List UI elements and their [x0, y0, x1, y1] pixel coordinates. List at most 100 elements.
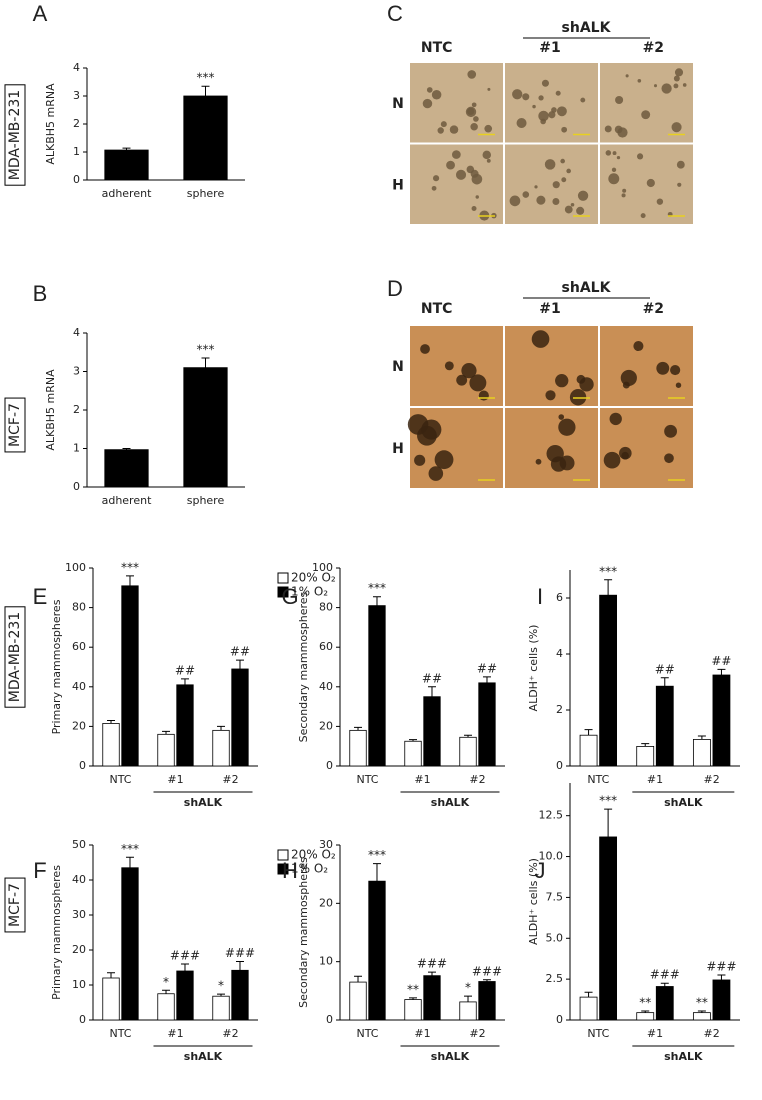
sphere [455, 169, 467, 180]
error-bar [201, 357, 210, 368]
sphere [555, 373, 569, 388]
sphere [682, 83, 687, 87]
side-label-box [4, 606, 26, 708]
error-bar [217, 725, 226, 731]
y-axis-label: Primary mammospheres [50, 865, 63, 1000]
sphere [487, 87, 491, 91]
sphere [536, 195, 546, 205]
y-axis-label: Secondary mammospheres [297, 591, 310, 742]
sphere [544, 159, 556, 170]
side-label-box [4, 397, 26, 453]
sphere [673, 75, 680, 82]
sphere [675, 382, 682, 388]
x-tick-label: adherent [102, 494, 152, 507]
column-label: #2 [643, 40, 664, 56]
y-tick-label: 0 [556, 1013, 563, 1026]
sphere [471, 206, 477, 212]
y-tick-label: 1 [73, 145, 80, 158]
sphere [467, 70, 477, 79]
sphere [428, 466, 444, 481]
y-tick-label: 0 [79, 1013, 86, 1026]
error-bar [697, 1010, 706, 1013]
y-tick-label: 0 [326, 1013, 333, 1026]
x-tick-label: #1 [647, 1027, 663, 1040]
sphere [558, 418, 576, 436]
sphere [673, 83, 679, 89]
sphere [661, 83, 672, 94]
y-tick-label: 60 [319, 640, 333, 653]
bar [459, 736, 477, 767]
sphere [541, 79, 549, 87]
bar [368, 880, 386, 1021]
bar [599, 594, 618, 767]
y-tick-label: 2.5 [546, 972, 564, 985]
sphere [437, 127, 444, 134]
error-bar [604, 808, 613, 837]
bar [404, 740, 422, 767]
side-label-box [4, 84, 26, 186]
sphere [617, 127, 628, 138]
micrograph [505, 144, 598, 224]
column-label: NTC [421, 301, 453, 317]
error-bar [641, 743, 650, 747]
panel-label: H [282, 858, 298, 883]
side-label: MCF-7 [4, 397, 26, 453]
significance: ** [696, 996, 708, 1010]
error-bar [409, 997, 418, 1000]
y-tick-label: 20 [319, 719, 333, 732]
x-tick-label: #1 [167, 773, 183, 786]
group-label: shALK [664, 796, 703, 809]
y-tick-label: 4 [73, 326, 80, 339]
x-tick-label: NTC [110, 1027, 132, 1040]
y-tick-label: 30 [319, 838, 333, 851]
significance: ### [417, 957, 447, 971]
x-tick-label: #2 [469, 773, 485, 786]
sphere [622, 188, 627, 193]
error-bar [482, 979, 491, 982]
sphere [564, 205, 573, 214]
group-label: shALK [184, 1050, 223, 1063]
significance: *** [599, 794, 617, 808]
sphere [470, 169, 479, 178]
y-tick-label: 10 [319, 955, 333, 968]
bar [121, 867, 139, 1021]
sphere [558, 414, 565, 420]
y-tick-label: 2 [73, 403, 80, 416]
sphere [484, 124, 493, 133]
y-tick-label: 60 [72, 640, 86, 653]
error-bar [201, 85, 210, 96]
significance: ### [472, 964, 502, 978]
significance: * [163, 975, 169, 989]
sphere [534, 185, 538, 189]
bar [579, 996, 598, 1021]
sphere [555, 90, 561, 96]
column-label: #2 [643, 301, 664, 317]
group-label: shALK [184, 796, 223, 809]
y-tick-label: 10.0 [539, 850, 564, 863]
row-label: N [392, 359, 404, 375]
y-tick-label: 2 [73, 117, 80, 130]
sphere [545, 390, 556, 401]
panel-label: A [33, 1, 48, 26]
micrograph [600, 326, 693, 406]
y-tick-label: 40 [72, 873, 86, 886]
bar [157, 733, 175, 767]
y-tick-label: 3 [73, 89, 80, 102]
sphere [522, 191, 530, 198]
x-tick-label: sphere [187, 494, 225, 507]
micrograph [410, 326, 503, 406]
error-bar [717, 974, 726, 980]
y-tick-label: 50 [72, 838, 86, 851]
bar [212, 995, 230, 1021]
sphere [446, 160, 455, 170]
sphere [478, 390, 489, 401]
error-bar [584, 991, 593, 998]
sphere [621, 193, 626, 198]
panel-label: I [537, 584, 543, 609]
sphere [603, 451, 621, 469]
bar [636, 746, 655, 767]
legend-label: 1% O₂ [291, 585, 328, 599]
significance: *** [368, 581, 386, 595]
legend-swatch [277, 849, 289, 861]
sphere [608, 173, 620, 185]
